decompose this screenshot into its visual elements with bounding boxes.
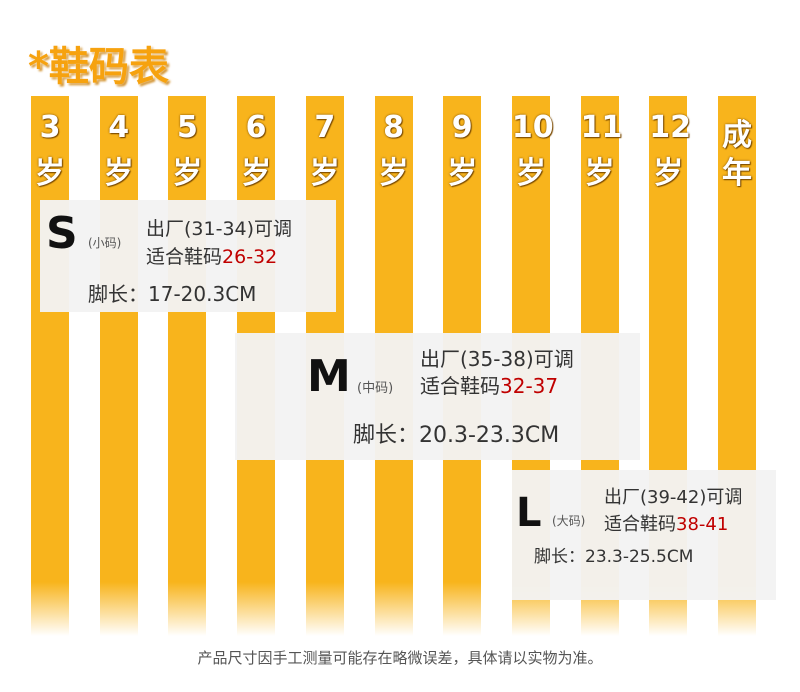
- size-letter: S: [46, 208, 78, 259]
- age-num: 6: [245, 110, 267, 145]
- age-num: 12: [649, 110, 692, 145]
- title: *鞋码表: [28, 44, 169, 90]
- foot-length: 脚长：23.3-25.5CM: [534, 547, 694, 567]
- size-letter: M: [307, 351, 351, 402]
- fit-label: 适合鞋码: [604, 514, 676, 535]
- size-card: S (小码) 出厂(31-34)可调 适合鞋码26-32 脚长：17-20.3C…: [40, 200, 336, 312]
- age-num: 成: [722, 118, 752, 153]
- age-num: 4: [108, 110, 130, 145]
- foot-length: 脚长：20.3-23.3CM: [353, 423, 560, 448]
- age-unit: 岁: [241, 156, 272, 191]
- age-num: 3: [39, 110, 61, 145]
- footer-note: 产品尺寸因手工测量可能存在略微误差，具体请以实物为准。: [197, 649, 603, 667]
- age-num: 11: [580, 110, 623, 145]
- age-unit: 岁: [35, 156, 65, 191]
- fit-label: 适合鞋码: [146, 246, 223, 268]
- size-card: L (大码) 出厂(39-42)可调 适合鞋码38-41 脚长：23.3-25.…: [512, 470, 776, 600]
- age-unit: 岁: [653, 156, 684, 191]
- age-num: 5: [176, 110, 198, 145]
- age-unit: 年: [722, 156, 752, 191]
- age-num: 8: [383, 110, 404, 145]
- size-note: (小码): [88, 236, 122, 250]
- fit: 适合鞋码38-41: [604, 510, 728, 536]
- age-unit: 岁: [172, 156, 203, 191]
- size-note: (大码): [552, 514, 586, 528]
- fit-range: 38-41: [676, 514, 729, 535]
- size-card: M (中码) 出厂(35-38)可调 适合鞋码32-37 脚长：20.3-23.…: [235, 333, 640, 460]
- factory: 出厂(35-38)可调: [420, 347, 574, 371]
- factory: 出厂(31-34)可调: [146, 218, 293, 240]
- fit: 适合鞋码26-32: [146, 242, 277, 269]
- factory: 出厂(39-42)可调: [604, 487, 743, 508]
- age-unit: 岁: [309, 156, 340, 191]
- size-letter: L: [516, 490, 542, 536]
- age-unit: 岁: [378, 156, 409, 191]
- age-unit: 岁: [103, 156, 134, 191]
- fit: 适合鞋码32-37: [420, 370, 558, 399]
- age-unit: 岁: [447, 156, 478, 191]
- size-note: (中码): [357, 381, 394, 396]
- fit-label: 适合鞋码: [420, 374, 500, 398]
- age-unit: 岁: [584, 156, 615, 191]
- age-num: 7: [314, 110, 336, 145]
- age-num: 9: [451, 110, 473, 145]
- age-unit: 岁: [515, 156, 546, 191]
- fit-range: 32-37: [500, 374, 559, 398]
- fit-range: 26-32: [222, 246, 278, 268]
- age-num: 10: [511, 110, 554, 145]
- foot-length: 脚长：17-20.3CM: [88, 282, 257, 306]
